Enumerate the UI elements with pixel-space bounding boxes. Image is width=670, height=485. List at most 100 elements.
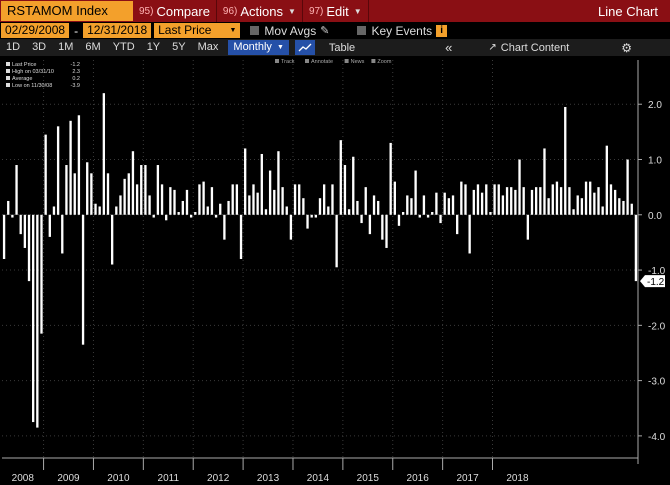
chart-bar [418, 214, 421, 218]
chart-bar [501, 195, 505, 215]
compare-button[interactable]: 95) Compare [133, 0, 216, 22]
line-chart-icon[interactable] [294, 40, 315, 55]
chart-bar [81, 214, 85, 345]
chart-bar [123, 178, 126, 215]
chart-bar [198, 184, 201, 215]
chart-bar [451, 195, 455, 215]
chart-bar [539, 187, 542, 215]
legend-label: Average [12, 76, 32, 82]
x-tick-label: 2017 [456, 473, 479, 484]
period-1d[interactable]: 1D [6, 41, 21, 53]
actions-shortcut: 96) [222, 5, 238, 17]
pencil-icon[interactable]: ✎ [320, 25, 330, 37]
period-3d[interactable]: 3D [32, 41, 47, 53]
chart-bar [343, 165, 347, 215]
chart-bar [27, 214, 31, 282]
gear-icon[interactable]: ⚙ [621, 40, 632, 55]
chart-bar [551, 184, 554, 215]
period-bar: 1D 3D 1M 6M YTD 1Y 5Y Max Monthly ▼ Tabl… [0, 39, 670, 56]
overlay-tool-icon [371, 59, 376, 63]
chart-bar [618, 198, 621, 215]
key-events-checkbox[interactable]: Key Events i [357, 24, 448, 38]
x-tick-label: 2011 [158, 473, 180, 484]
period-1y[interactable]: 1Y [146, 41, 161, 53]
chart-bar [613, 189, 617, 215]
chart-bar [584, 181, 588, 215]
frequency-label: Monthly [233, 41, 272, 53]
bar-chart[interactable]: Track Annotate News Zoom Last Price -1.2 High… [0, 56, 670, 485]
ticker-field[interactable]: RSTAMOM Index [1, 1, 133, 21]
info-icon[interactable]: i [436, 24, 448, 37]
y-tick-label: 2.0 [648, 100, 662, 111]
view-title: Line Chart [598, 3, 658, 19]
chart-bar [169, 187, 172, 215]
range-dash: - [74, 23, 79, 38]
last-value-label: -1.2 [647, 277, 665, 288]
chart-bar [298, 184, 301, 215]
y-tick-label: -2.0 [648, 321, 666, 332]
chart-overlay-tools[interactable]: Track Annotate News Zoom [275, 59, 392, 65]
chart-bar [347, 209, 351, 215]
chart-bar [630, 203, 633, 215]
chart-bar [23, 214, 27, 248]
chart-bar [339, 140, 342, 215]
chart-bar [119, 195, 122, 215]
chart-bar [589, 181, 592, 215]
chart-bar [173, 189, 176, 215]
chart-bar [19, 214, 22, 235]
period-ytd[interactable]: YTD [112, 41, 135, 53]
double-chevron-left-icon[interactable]: « [445, 40, 453, 55]
start-date-field[interactable]: 02/29/2008 [1, 23, 70, 38]
chart-bar [356, 200, 359, 215]
chart-bar [48, 214, 51, 237]
chart-content-button[interactable]: ↗ Chart Content [488, 42, 569, 54]
y-axis: 2.0 1.0 0.0 -1.0 -2.0 -3.0 -4.0 -1.2 [637, 60, 666, 464]
x-tick-label: 2012 [207, 473, 230, 484]
chart-bar [576, 195, 579, 215]
mov-avgs-checkbox[interactable]: Mov Avgs ✎ [250, 24, 329, 38]
edit-button[interactable]: 97) Edit ▼ [303, 0, 368, 22]
chart-grid [2, 60, 638, 458]
legend-value: 0.2 [72, 76, 80, 82]
chart-bar [368, 214, 372, 235]
chart-bar [480, 192, 484, 215]
chart-bar [331, 184, 334, 215]
chart-bar [327, 206, 330, 215]
chart-bar [40, 214, 43, 334]
price-field-select[interactable]: Last Price ▼ [154, 23, 241, 38]
chart-bar [493, 184, 496, 215]
chart-bar [314, 214, 318, 218]
chart-bar [244, 148, 247, 215]
period-1m[interactable]: 1M [58, 41, 74, 53]
x-tick-label: 2018 [506, 473, 529, 484]
chevron-down-icon: ▼ [288, 6, 296, 16]
period-max[interactable]: Max [197, 41, 219, 53]
chart-bar [110, 214, 114, 265]
chart-content-icon: ↗ [488, 42, 497, 53]
period-5y[interactable]: 5Y [172, 41, 186, 53]
chart-bar [140, 165, 143, 215]
chart-bar [360, 214, 363, 224]
chart-bar [377, 200, 380, 215]
end-date-field[interactable]: 12/31/2018 [83, 23, 152, 38]
frequency-select[interactable]: Monthly ▼ [228, 40, 289, 55]
chart-bar [489, 212, 492, 215]
actions-button[interactable]: 96) Actions ▼ [217, 0, 302, 22]
x-tick-label: 2009 [57, 473, 80, 484]
chart-bar [277, 151, 280, 215]
y-tick-label: -3.0 [648, 377, 666, 388]
chart-bar [464, 184, 467, 215]
chart-bar [264, 209, 268, 215]
period-6m[interactable]: 6M [85, 41, 101, 53]
chart-bar [256, 192, 259, 215]
chart-bar [352, 156, 355, 215]
price-field-label: Last Price [158, 23, 212, 37]
chart-bar [90, 173, 93, 215]
chart-bar [622, 200, 625, 215]
mov-avgs-label: Mov Avgs [264, 23, 317, 38]
checkbox-icon [357, 26, 367, 35]
overlay-tool-icon [305, 59, 309, 63]
overlay-tool-icon [275, 59, 279, 63]
chart-bar [335, 214, 338, 268]
table-button[interactable]: Table [328, 41, 356, 54]
